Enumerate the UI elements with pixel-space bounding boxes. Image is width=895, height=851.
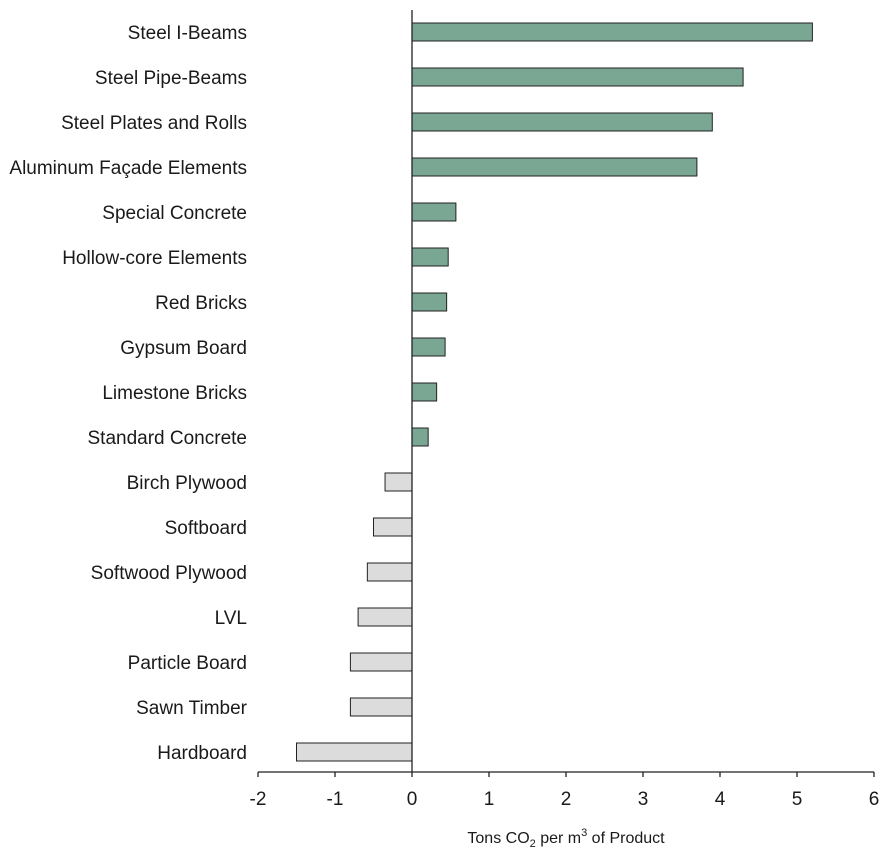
- x-tick-label: 5: [792, 789, 803, 810]
- x-tick-label: 1: [484, 789, 495, 810]
- bar-steel-plates-and-rolls: [411, 112, 713, 132]
- bar-standard-concrete: [411, 427, 429, 447]
- category-label-birch-plywood: Birch Plywood: [127, 473, 247, 494]
- bar-limestone-bricks: [411, 382, 438, 402]
- x-tick-label: 6: [869, 789, 880, 810]
- category-label-hardboard: Hardboard: [157, 743, 247, 764]
- x-axis-ticks: -2 -1 0 1 2 3 4 5 6: [250, 772, 880, 810]
- category-label-softwood-plywood: Softwood Plywood: [91, 563, 247, 584]
- x-tick-label: 2: [561, 789, 572, 810]
- bar-special-concrete: [411, 202, 457, 222]
- bar-sawn-timber: [349, 697, 413, 717]
- category-label-lvl: LVL: [215, 608, 247, 629]
- category-label-special-concrete: Special Concrete: [102, 203, 247, 224]
- category-label-softboard: Softboard: [165, 518, 247, 539]
- category-label-hollow-core-elements: Hollow-core Elements: [62, 248, 247, 269]
- x-axis-title-suffix: of Product: [587, 830, 665, 847]
- bars-layer: [296, 22, 813, 762]
- bar-red-bricks: [411, 292, 448, 312]
- bar-aluminum-facade-elements: [411, 157, 698, 177]
- category-label-steel-i-beams: Steel I-Beams: [128, 23, 247, 44]
- category-labels: Steel I-Beams Steel Pipe-Beams Steel Plate…: [9, 23, 247, 764]
- bar-steel-i-beams: [411, 22, 813, 42]
- x-axis-title-prefix: Tons CO: [467, 830, 529, 847]
- x-axis-title: Tons CO2 per m3 of Product: [467, 827, 665, 850]
- category-label-gypsum-board: Gypsum Board: [120, 338, 247, 359]
- bar-steel-pipe-beams: [411, 67, 744, 87]
- bar-gypsum-board: [411, 337, 446, 357]
- category-label-sawn-timber: Sawn Timber: [136, 698, 248, 719]
- bar-softboard: [373, 517, 413, 537]
- bar-hollow-core-elements: [411, 247, 449, 267]
- bar-lvl: [357, 607, 413, 627]
- x-axis-title-middle: per m: [536, 830, 581, 847]
- category-label-red-bricks: Red Bricks: [155, 293, 247, 314]
- bar-softwood-plywood: [366, 562, 413, 582]
- x-tick-label: 4: [715, 789, 726, 810]
- x-tick-label: 3: [638, 789, 649, 810]
- x-tick-label: -1: [327, 789, 344, 810]
- x-tick-label: 0: [407, 789, 418, 810]
- category-label-limestone-bricks: Limestone Bricks: [102, 383, 247, 404]
- x-axis-title-superscript: 3: [581, 827, 587, 839]
- category-label-standard-concrete: Standard Concrete: [88, 428, 248, 449]
- category-label-aluminum-facade-elements: Aluminum Façade Elements: [9, 158, 247, 179]
- bar-birch-plywood: [384, 472, 413, 492]
- category-label-particle-board: Particle Board: [128, 653, 247, 674]
- x-tick-label: -2: [250, 789, 267, 810]
- bar-particle-board: [349, 652, 413, 672]
- category-label-steel-pipe-beams: Steel Pipe-Beams: [95, 68, 247, 89]
- category-label-steel-plates-and-rolls: Steel Plates and Rolls: [61, 113, 247, 134]
- bar-hardboard: [296, 742, 413, 762]
- x-axis-title-subscript: 2: [530, 838, 536, 850]
